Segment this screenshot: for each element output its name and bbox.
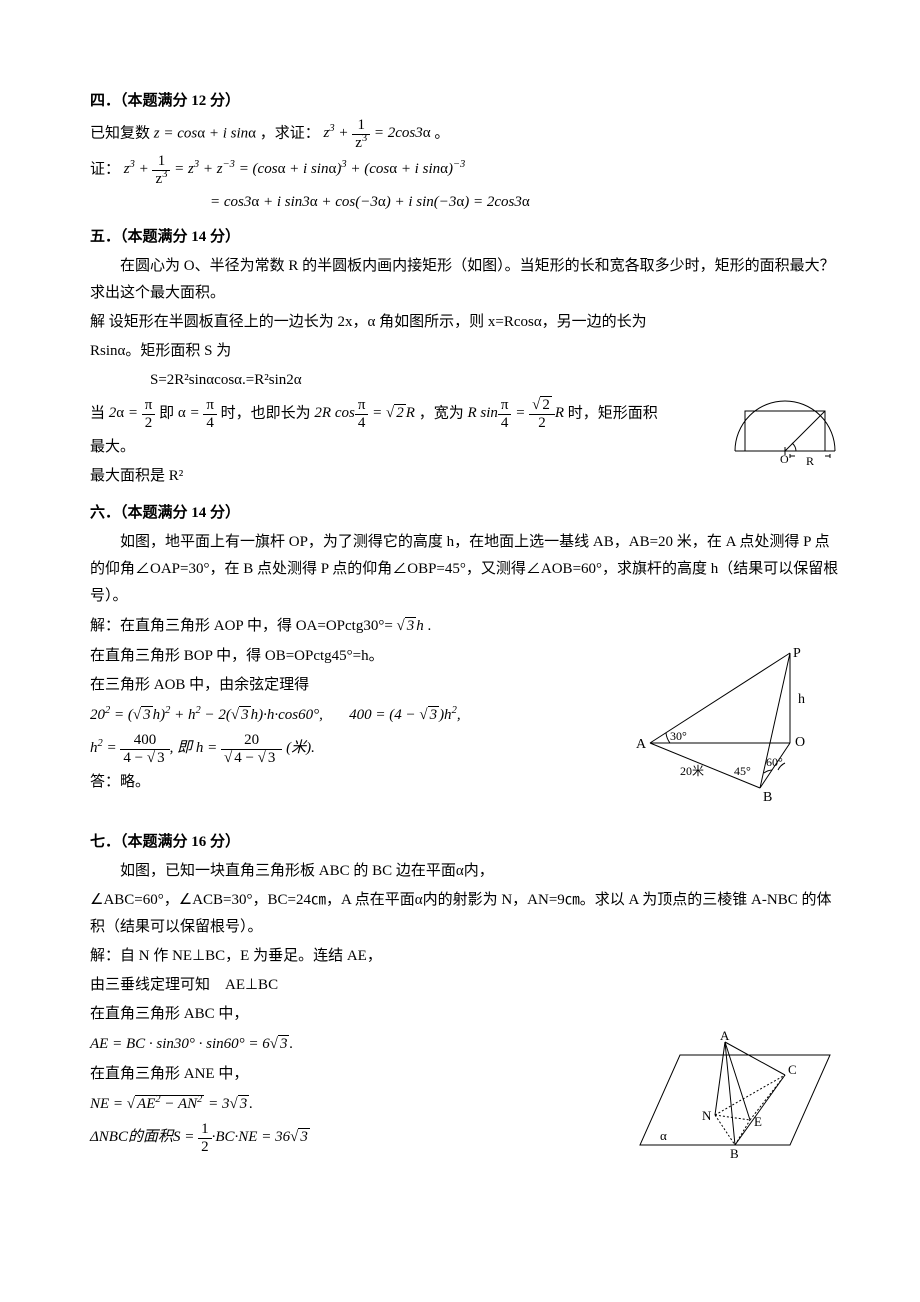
sec5-a4-mid1: 即 <box>159 405 178 421</box>
label-30: 30° <box>670 729 687 743</box>
sec4-given-mid: ，求证： <box>260 125 320 141</box>
sec5-a4-mid2: 时，也即长为 <box>221 405 315 421</box>
sec5-a3: S=2R²sinαcosα.=R²sin2α <box>90 367 840 394</box>
sec7-a2: 由三垂线定理可知 AE⊥BC <box>90 972 840 999</box>
sec5-a2: Rsinα。矩形面积 S 为 <box>90 338 840 365</box>
sec7-title: 七．（本题满分 16 分） <box>90 829 840 856</box>
sec7-q2: ∠ABC=60°，∠ACB=30°，BC=24㎝，A 点在平面α内的射影为 N，… <box>90 887 840 941</box>
sec6-title: 六．（本题满分 14 分） <box>90 500 840 527</box>
label-45: 45° <box>734 764 751 778</box>
label-h: h <box>798 692 805 707</box>
sec6-eq1: 202 = (3h)2 + h2 − 2(3h)·h·cos60°, 400 =… <box>90 707 461 723</box>
sec4-proof-line2: = cos3α + i sin3α + cos(−3α) + i sin(−3α… <box>90 189 840 216</box>
sec7-diagram: A C N E B α <box>630 1030 840 1175</box>
sec7-q1: 如图，已知一块直角三角形板 ABC 的 BC 边在平面α内， <box>90 858 840 885</box>
label-O: O <box>780 452 789 466</box>
sec5-a6: 最大面积是 R² <box>90 463 840 490</box>
sec5-q1: 在圆心为 O、半径为常数 R 的半圆板内画内接矩形（如图）。当矩形的长和宽各取多… <box>90 253 840 307</box>
sec5-width: R sinπ4 = 22R <box>467 405 564 421</box>
sec7-a3: 在直角三角形 ABC 中， <box>90 1001 840 1028</box>
sec4-eq2: = cos3α + i sin3α + cos(−3α) + i sin(−3α… <box>210 194 530 210</box>
sec6-sqrt3h: 3h <box>397 618 424 634</box>
label-E: E <box>754 1114 762 1129</box>
label-20m: 20米 <box>680 764 704 778</box>
sec7-AE: AE = BC · sin30° · sin60° = 63. <box>90 1036 293 1052</box>
sec5-a4-mid3: ，宽为 <box>419 405 468 421</box>
sec6-a1-suffix: . <box>428 618 432 634</box>
sec5-cond2: α = π4 <box>178 405 217 421</box>
sec5-a4-suffix: 时，矩形面积 <box>568 405 658 421</box>
sec6-diagram: P h A O B 30° 20米 45° 60° <box>630 643 840 813</box>
label-A: A <box>720 1030 730 1043</box>
sec5-a5: 最大。 <box>90 434 840 461</box>
sec5-title: 五．（本题满分 14 分） <box>90 224 840 251</box>
sec4-eq1: z3 + 1z3 = z3 + z−3 = (cosα + i sinα)3 +… <box>124 161 466 177</box>
label-B: B <box>763 790 772 803</box>
label-A: A <box>636 737 647 752</box>
label-C: C <box>788 1062 797 1077</box>
sec5-len: 2R cosπ4 = 2R <box>314 405 415 421</box>
label-B: B <box>730 1146 739 1161</box>
label-P: P <box>793 646 801 661</box>
label-60: 60° <box>766 755 783 769</box>
sec4-given-prefix: 已知复数 <box>90 125 154 141</box>
sec7-NE: NE = AE2 − AN2 = 33. <box>90 1096 253 1112</box>
sec4-given-suffix: 。 <box>434 125 449 141</box>
sec4-proof-label: 证： <box>90 161 120 177</box>
sec5-a1: 解 设矩形在半圆板直径上的一边长为 2x，α 角如图所示，则 x=Rcosα，另… <box>90 309 840 336</box>
sec6-eq2: h2 = 4004 − 3, 即 h = 204 − 3 (米). <box>90 740 315 756</box>
section-7: 七．（本题满分 16 分） 如图，已知一块直角三角形板 ABC 的 BC 边在平… <box>90 829 840 1183</box>
sec4-given: 已知复数 z = cosα + i sinα ，求证： z3 + 1z3 = 2… <box>90 117 840 151</box>
sec7-a1: 解：自 N 作 NE⊥BC，E 为垂足。连结 AE， <box>90 943 840 970</box>
section-4: 四．（本题满分 12 分） 已知复数 z = cosα + i sinα ，求证… <box>90 88 840 216</box>
sec4-claim: z3 + 1z3 = 2cos3α <box>324 125 431 141</box>
label-O: O <box>795 735 805 750</box>
sec4-title: 四．（本题满分 12 分） <box>90 88 840 115</box>
sec6-a1-prefix: 解：在直角三角形 AOP 中，得 OA=OPctg30°= <box>90 618 393 634</box>
sec6-q1: 如图，地平面上有一旗杆 OP，为了测得它的高度 h，在地面上选一基线 AB，AB… <box>90 529 840 610</box>
sec5-diagram: O R <box>730 396 840 476</box>
sec5-a4: 当 2α = π2 即 α = π4 时，也即长为 2R cosπ4 = 2R … <box>90 397 840 431</box>
sec5-cond1: 2α = π2 <box>109 405 156 421</box>
sec7-area: ΔNBC的面积S = 12·BC·NE = 363 <box>90 1129 310 1145</box>
label-R: R <box>806 454 814 466</box>
section-5: 五．（本题满分 14 分） 在圆心为 O、半径为常数 R 的半圆板内画内接矩形（… <box>90 224 840 492</box>
sec6-a1: 解：在直角三角形 AOP 中，得 OA=OPctg30°= 3h . <box>90 613 840 640</box>
sec4-z-def: z = cosα + i sinα <box>154 125 256 141</box>
sec4-proof-line1: 证： z3 + 1z3 = z3 + z−3 = (cosα + i sinα)… <box>90 153 840 187</box>
sec5-a4-prefix: 当 <box>90 405 109 421</box>
label-alpha: α <box>660 1128 667 1143</box>
label-N: N <box>702 1108 712 1123</box>
section-6: 六．（本题满分 14 分） 如图，地平面上有一旗杆 OP，为了测得它的高度 h，… <box>90 500 840 821</box>
